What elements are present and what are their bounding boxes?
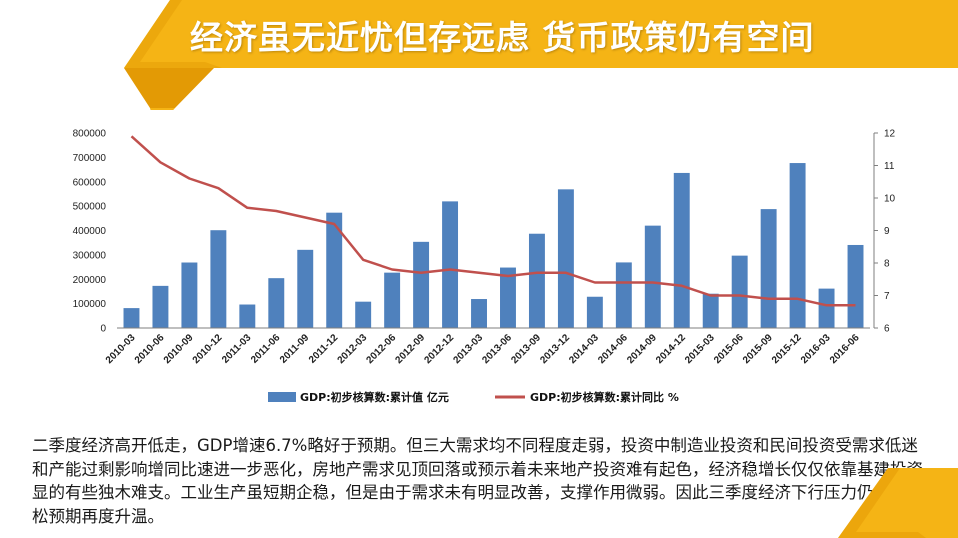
y-left-tick-label: 500000	[73, 202, 107, 213]
legend-line-label: GDP:初步核算数:累计同比 %	[530, 390, 679, 404]
bar-2011-03	[239, 304, 256, 328]
bar-2012-09	[413, 241, 430, 328]
y-left-tick-label: 700000	[73, 153, 107, 164]
x-tick-label: 2014-03	[567, 332, 601, 366]
x-tick-label: 2013-06	[480, 332, 514, 366]
gdp-chart: 0 100000 200000 300000 400000 500000 600000 700…	[73, 129, 896, 405]
bar-2015-09	[760, 209, 777, 328]
y-right-tick-label: 12	[884, 129, 896, 140]
title-banner	[124, 0, 958, 110]
bar-2016-03	[818, 288, 835, 328]
corner-decoration	[838, 468, 958, 538]
bar-2013-03	[471, 299, 487, 328]
x-tick-label: 2014-12	[654, 332, 688, 366]
x-tick-label: 2011-09	[278, 332, 312, 366]
y-axis-left: 0 100000 200000 300000 400000 500000 600000 700…	[73, 129, 107, 335]
x-tick-label: 2011-03	[220, 332, 254, 366]
chart-legend: GDP:初步核算数:累计值 亿元 GDP:初步核算数:累计同比 %	[268, 390, 679, 404]
x-tick-label: 2010-09	[162, 332, 196, 366]
bar-2012-12	[442, 201, 459, 328]
y-right-tick-label: 6	[884, 324, 890, 335]
y-axis-right: 6 7 8 9 10 11 12	[873, 129, 896, 335]
x-tick-label: 2011-12	[307, 332, 341, 366]
y-left-tick-label: 0	[100, 324, 106, 335]
bar-2013-06	[500, 267, 516, 328]
bar-2010-06	[152, 285, 169, 328]
line-series	[130, 135, 856, 307]
bar-2013-12	[557, 189, 574, 328]
bar-2016-06	[847, 244, 864, 328]
x-tick-label: 2013-03	[451, 332, 485, 366]
body-paragraph: 二季度经济高开低走，GDP增速6.7%略好于预期。但三大需求均不同程度走弱，投资…	[32, 436, 923, 526]
y-left-tick-label: 100000	[73, 299, 107, 310]
x-tick-label: 2012-03	[336, 332, 370, 366]
legend-bar-swatch	[268, 392, 296, 402]
y-left-tick-label: 400000	[73, 226, 107, 237]
x-axis: 2010-032010-062010-092010-122011-032011-…	[104, 327, 870, 366]
y-left-tick-label: 800000	[73, 129, 107, 140]
x-tick-label: 2016-03	[799, 332, 833, 366]
legend-bar-label: GDP:初步核算数:累计值 亿元	[300, 390, 449, 404]
bar-2011-09	[297, 249, 314, 328]
bar-2012-06	[384, 272, 401, 328]
x-tick-label: 2010-03	[104, 332, 138, 366]
bar-2015-03	[702, 293, 719, 328]
bar-2010-12	[210, 230, 227, 328]
y-right-tick-label: 9	[884, 226, 890, 237]
y-right-tick-label: 10	[884, 194, 896, 205]
bar-2015-06	[731, 255, 748, 328]
bar-2012-03	[355, 301, 372, 328]
bar-2010-03	[123, 308, 140, 328]
bar-2011-12	[326, 212, 343, 328]
x-tick-label: 2015-03	[683, 332, 717, 366]
x-tick-label: 2012-06	[365, 332, 399, 366]
bar-2014-09	[644, 225, 661, 328]
y-left-tick-label: 200000	[73, 275, 107, 286]
x-tick-label: 2015-09	[741, 332, 775, 366]
x-tick-label: 2016-06	[828, 332, 862, 366]
y-right-tick-label: 11	[884, 161, 895, 172]
bar-2010-09	[181, 262, 198, 328]
x-tick-label: 2013-12	[538, 332, 572, 366]
x-tick-label: 2014-06	[596, 332, 630, 366]
x-tick-label: 2012-09	[393, 332, 427, 366]
x-tick-label: 2011-06	[249, 332, 283, 366]
x-tick-label: 2014-09	[625, 332, 659, 366]
x-tick-label: 2012-12	[422, 332, 456, 366]
bar-2015-12	[789, 163, 806, 328]
bar-series	[123, 163, 864, 328]
y-right-tick-label: 8	[884, 259, 890, 270]
x-tick-label: 2015-12	[770, 332, 804, 366]
x-tick-label: 2013-09	[509, 332, 543, 366]
y-right-tick-label: 7	[884, 291, 890, 302]
x-tick-label: 2010-12	[191, 332, 225, 366]
y-left-tick-label: 300000	[73, 250, 107, 261]
bar-2014-06	[615, 262, 632, 328]
line-gdp-growth	[130, 135, 856, 307]
slide-title: 经济虽无近忧但存远虑 货币政策仍有空间	[190, 18, 815, 57]
bar-2014-12	[673, 172, 690, 328]
x-tick-label: 2015-06	[712, 332, 746, 366]
x-tick-label: 2010-06	[133, 332, 167, 366]
bar-2014-03	[586, 296, 603, 328]
bar-2011-06	[268, 278, 285, 328]
bar-2013-09	[528, 233, 545, 328]
y-left-tick-label: 600000	[73, 177, 107, 188]
